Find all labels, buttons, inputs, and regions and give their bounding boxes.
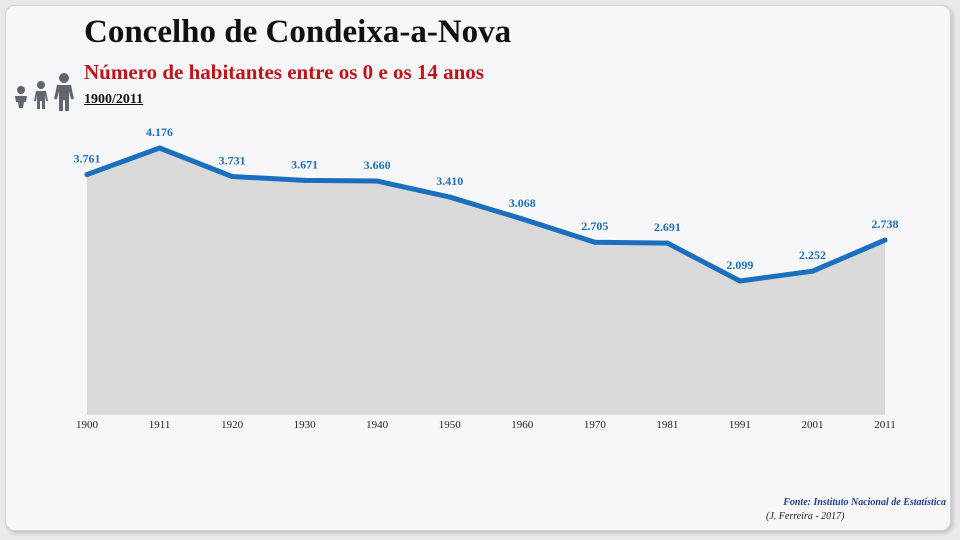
x-tick-label: 1981	[656, 419, 678, 431]
author-note: (J. Ferreira - 2017)	[766, 511, 845, 522]
data-label: 2.705	[581, 219, 608, 233]
data-label: 2.099	[726, 258, 753, 272]
data-label: 2.691	[654, 220, 681, 234]
area-fill	[87, 148, 885, 414]
data-point	[737, 278, 743, 284]
data-point	[229, 173, 235, 179]
data-label: 2.738	[872, 217, 899, 231]
data-label: 3.731	[219, 153, 246, 167]
family-people-icon	[15, 73, 74, 111]
x-tick-label: 1911	[149, 419, 171, 431]
series-line	[84, 145, 888, 284]
data-label: 3.410	[436, 174, 463, 188]
data-label: 3.761	[74, 152, 101, 166]
x-tick-label: 2011	[874, 419, 896, 431]
data-point	[664, 240, 670, 246]
data-point	[447, 194, 453, 200]
page-subtitle: Número de habitantes entre os 0 e os 14 …	[84, 60, 484, 84]
data-point	[157, 145, 163, 151]
line-area-chart: 3.761 1900 4.176 1911 3.731 1920 3.671 1930 3.66…	[74, 125, 899, 431]
data-point	[809, 268, 815, 274]
x-tick-label: 2001	[801, 419, 823, 431]
period-label: 1900/2011	[84, 92, 144, 107]
x-tick-label: 1960	[511, 419, 534, 431]
data-point	[882, 237, 888, 243]
page-title: Concelho de Condeixa-a-Nova	[84, 14, 512, 50]
data-point	[374, 178, 380, 184]
x-tick-label: 1930	[294, 419, 317, 431]
data-label: 3.660	[364, 158, 391, 172]
data-point	[519, 216, 525, 222]
data-point	[84, 172, 90, 178]
x-tick-label: 1950	[439, 419, 462, 431]
chart-card: 3.761 1900 4.176 1911 3.731 1920 3.671 1930 3.66…	[5, 5, 951, 531]
data-point	[302, 177, 308, 183]
data-label: 3.671	[291, 157, 318, 171]
data-point	[592, 239, 598, 245]
x-tick-label: 1991	[729, 419, 751, 431]
data-label: 3.068	[509, 196, 536, 210]
x-tick-label: 1970	[584, 419, 607, 431]
x-tick-label: 1900	[76, 419, 99, 431]
data-label: 2.252	[799, 248, 826, 262]
x-tick-label: 1920	[221, 419, 244, 431]
x-tick-label: 1940	[366, 419, 389, 431]
data-label: 4.176	[146, 125, 173, 139]
source-note: Fonte: Instituto Nacional de Estatística	[783, 497, 946, 508]
